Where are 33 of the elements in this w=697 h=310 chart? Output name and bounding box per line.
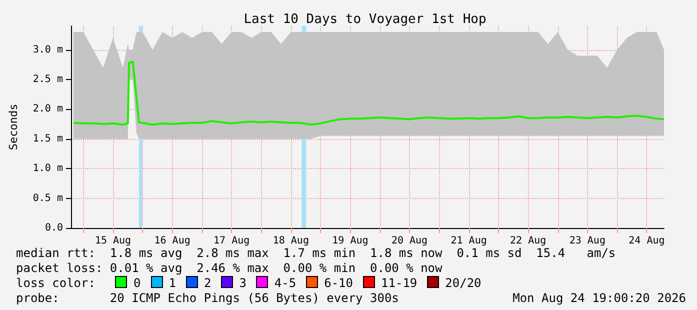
- x-tick-label: 24 Aug: [628, 236, 665, 246]
- y-tick-label: 2.0 m: [32, 104, 63, 115]
- y-tick-label: 1.0 m: [32, 163, 63, 174]
- x-tick-label: 23 Aug: [569, 236, 606, 246]
- x-tick-label: 16 Aug: [154, 236, 190, 246]
- y-tick-label: 3.0 m: [32, 44, 63, 56]
- text: loss color:: [16, 276, 96, 290]
- x-tick-label: 21 Aug: [450, 236, 487, 246]
- x-tick-label: 15 Aug: [94, 236, 132, 246]
- text: 6-10: [323, 276, 354, 290]
- x-tick-label: 18 Aug: [272, 236, 309, 246]
- x-tick-label: 19 Aug: [332, 236, 368, 246]
- text: 1: [168, 276, 176, 290]
- text: probe: 20 ICMP Echo Pings (56 Bytes) every 300s: [16, 291, 399, 305]
- text: 4-5: [273, 276, 296, 290]
- text: 11-19: [380, 276, 418, 290]
- text: Mon Aug 24 19:00:20 2026: [512, 291, 686, 306]
- y-tick-label: 0.0: [44, 222, 63, 234]
- text: 0: [132, 276, 141, 290]
- text: packet loss: 0.01 % avg 2.46 % max 0.00 % min 0.00 % now: [16, 261, 444, 276]
- text: 20/20: [444, 276, 482, 290]
- y-tick-label: 1.5 m: [32, 133, 63, 144]
- text: 3: [238, 276, 246, 290]
- x-tick-label: 17 Aug: [214, 236, 250, 246]
- y-axis-title: Seconds: [7, 104, 20, 150]
- chart-title: Last 10 Days to Voyager 1st Hop: [244, 12, 486, 27]
- x-tick-label: 20 Aug: [391, 236, 428, 246]
- line-series: [72, 60, 665, 126]
- text: 2: [202, 276, 212, 290]
- y-tick-label: 0.5 m: [32, 192, 63, 204]
- y-tick-label: 2.5 m: [32, 74, 63, 85]
- text: median rtt: 1.8 ms avg 2.8 ms max 1.7 ms min 1.8 ms now 0.1 ms sd 15.4 am/s: [16, 246, 617, 261]
- x-tick-label: 22 Aug: [510, 236, 546, 246]
